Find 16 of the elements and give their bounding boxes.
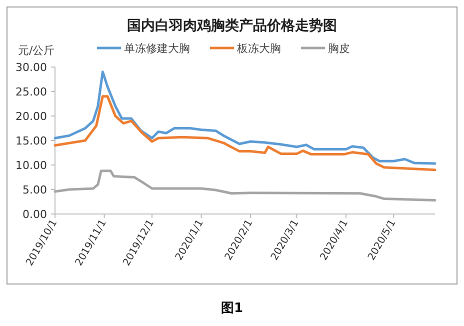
y-tick-label: 0.00	[22, 208, 47, 221]
caption: 图1	[220, 301, 244, 316]
y-tick-label: 15.00	[16, 134, 47, 148]
y-tick-label: 5.00	[22, 184, 47, 196]
legend-label: 单冻修建大胸	[124, 42, 190, 55]
line-series	[54, 70, 436, 165]
y-axis-title: 元/公斤	[18, 44, 55, 57]
legend-label: 胸皮	[328, 42, 350, 55]
y-tick-label: 30.00	[16, 61, 47, 74]
line-series	[54, 95, 436, 172]
y-tick-label: 20.00	[16, 110, 47, 123]
y-tick-label: 25.00	[16, 86, 47, 98]
chart-title: 国内白羽肉鸡胸类产品价格走势图	[127, 17, 337, 34]
legend-label: 板冻大胸	[236, 42, 281, 55]
line-series	[54, 170, 436, 202]
y-tick-label: 10.00	[16, 159, 47, 172]
